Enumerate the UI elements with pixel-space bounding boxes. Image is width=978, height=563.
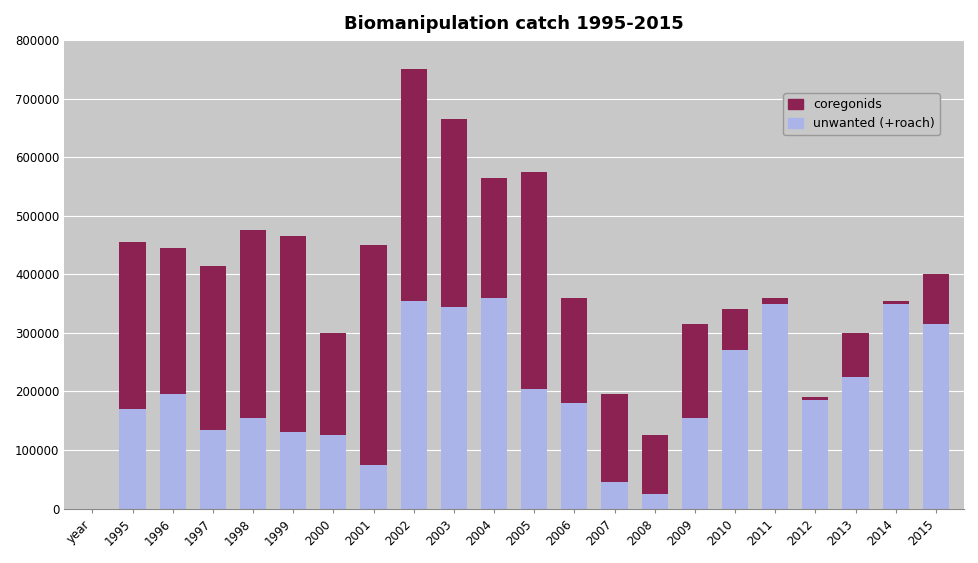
Bar — [842, 333, 867, 377]
Bar — [200, 430, 226, 508]
Bar — [119, 409, 146, 508]
Bar — [641, 435, 667, 494]
Bar — [882, 303, 908, 508]
Bar — [240, 418, 266, 508]
Bar — [400, 69, 426, 301]
Legend: coregonids, unwanted (+roach): coregonids, unwanted (+roach) — [782, 93, 939, 136]
Bar — [119, 242, 146, 409]
Bar — [320, 435, 346, 508]
Bar — [280, 432, 306, 508]
Bar — [641, 494, 667, 508]
Bar — [360, 464, 386, 508]
Bar — [480, 298, 507, 508]
Bar — [762, 303, 787, 508]
Bar — [560, 298, 587, 403]
Bar — [440, 119, 467, 306]
Bar — [159, 248, 186, 394]
Bar — [320, 333, 346, 435]
Bar — [802, 400, 827, 508]
Bar — [560, 403, 587, 508]
Bar — [440, 306, 467, 508]
Bar — [600, 394, 627, 482]
Title: Biomanipulation catch 1995-2015: Biomanipulation catch 1995-2015 — [344, 15, 684, 33]
Bar — [882, 301, 908, 303]
Bar — [520, 388, 547, 508]
Bar — [681, 418, 707, 508]
Bar — [681, 324, 707, 418]
Bar — [480, 178, 507, 298]
Bar — [520, 172, 547, 388]
Bar — [721, 350, 747, 508]
Bar — [600, 482, 627, 508]
Bar — [240, 230, 266, 418]
Bar — [159, 394, 186, 508]
Bar — [922, 274, 948, 324]
Bar — [360, 245, 386, 464]
Bar — [802, 397, 827, 400]
Bar — [280, 236, 306, 432]
Bar — [922, 324, 948, 508]
Bar — [721, 310, 747, 350]
Bar — [200, 266, 226, 430]
Bar — [842, 377, 867, 508]
Bar — [400, 301, 426, 508]
Bar — [762, 298, 787, 303]
